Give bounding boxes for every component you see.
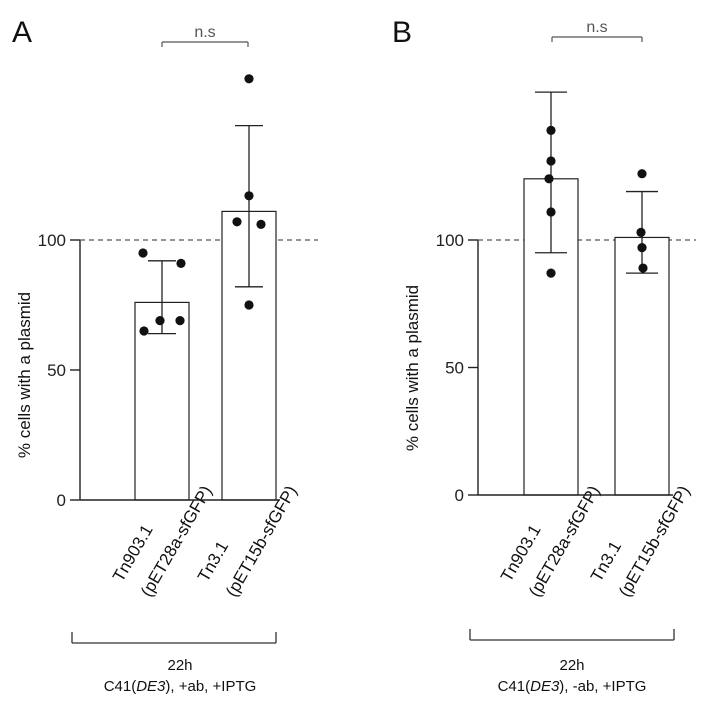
panel-b-y-tick-label-50: 50: [445, 359, 464, 378]
panel-a-condition: C41(DE3), +ab, +IPTG: [104, 678, 257, 695]
panel-a-point-2-5: [244, 300, 254, 310]
panel-a: A % cells with a plasmid n.s Tn903.1 (pE…: [12, 16, 318, 695]
panel-a-point-2-4: [256, 219, 266, 229]
panel-a-y-tick-label-50: 50: [47, 361, 66, 380]
panel-a-condition-suffix: ), +ab, +IPTG: [165, 678, 256, 695]
panel-a-point-1-4: [155, 316, 165, 326]
panel-b-point-1-3: [546, 207, 556, 217]
panel-b-point-1-2: [546, 156, 556, 166]
panel-a-point-2-2: [244, 191, 254, 201]
panel-b-point-1-1: [546, 125, 556, 135]
panel-a-letter: A: [12, 16, 32, 49]
panel-a-condition-prefix: C41(: [104, 678, 137, 695]
panel-a-y-axis-label: % cells with a plasmid: [15, 292, 34, 458]
panel-b-condition-suffix: ), -ab, +IPTG: [559, 678, 646, 695]
panel-a-point-1-2: [176, 258, 186, 268]
panel-b-condition-prefix: C41(: [498, 678, 531, 695]
panel-b-significance-label: n.s: [586, 19, 607, 36]
panel-a-bar-1: [134, 301, 190, 501]
panel-a-category-2-line1: Tn3.1: [194, 538, 232, 585]
panel-b-point-2-1: [637, 169, 647, 179]
panel-a-point-1-1: [138, 248, 148, 258]
panel-b-letter: B: [392, 16, 412, 49]
panel-b: B % cells with a plasmid n.s Tn903.1 (pE…: [392, 16, 696, 695]
panel-a-point-1-5: [175, 316, 185, 326]
panel-b-condition-strain: DE3: [530, 678, 560, 695]
panel-b-condition-time: 22h: [559, 657, 584, 674]
panel-b-y-axis-label: % cells with a plasmid: [403, 285, 422, 451]
panel-a-condition-strain: DE3: [136, 678, 166, 695]
panel-b-category-2-line1: Tn3.1: [587, 538, 625, 585]
panel-a-y-tick-label-0: 0: [57, 491, 66, 510]
panel-a-point-2-1: [244, 74, 254, 84]
panel-b-point-1-4: [544, 174, 554, 184]
panel-b-category-2-line2: (pET15b-sfGFP): [615, 483, 694, 600]
panel-b-point-2-4: [638, 263, 648, 273]
panel-b-y-tick-label-0: 0: [455, 486, 464, 505]
panel-b-point-2-3: [637, 243, 647, 253]
panel-b-condition: C41(DE3), -ab, +IPTG: [498, 678, 647, 695]
panel-b-point-2-2: [636, 227, 646, 237]
panel-a-significance-label: n.s: [194, 24, 215, 41]
panel-b-point-1-5: [546, 268, 556, 278]
panel-a-point-2-3: [232, 217, 242, 227]
panel-a-y-tick-label-100: 100: [38, 231, 66, 250]
panel-a-point-1-3: [139, 326, 149, 336]
panel-a-condition-time: 22h: [167, 657, 192, 674]
panel-b-bar-2: [614, 236, 670, 496]
panel-b-y-tick-label-100: 100: [436, 231, 464, 250]
